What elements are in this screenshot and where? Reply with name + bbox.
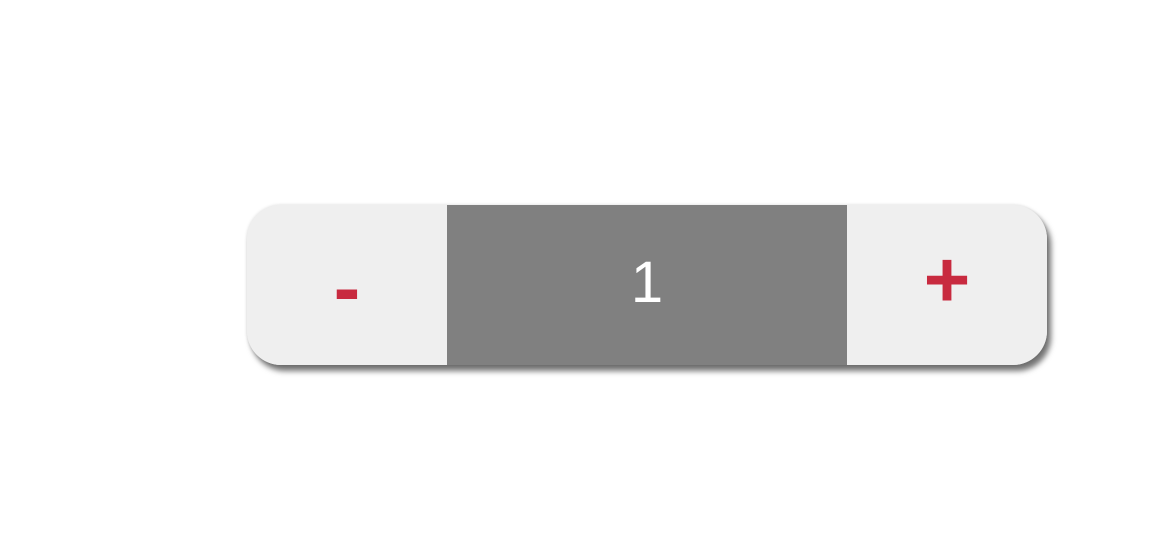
decrement-button[interactable]: - xyxy=(247,205,447,365)
plus-label: + xyxy=(923,235,971,324)
minus-label: - xyxy=(333,243,361,332)
increment-button[interactable]: + xyxy=(847,205,1047,365)
quantity-value-text: 1 xyxy=(630,250,664,315)
quantity-stepper: - 1 + xyxy=(247,205,1047,365)
quantity-value[interactable]: 1 xyxy=(447,205,847,365)
